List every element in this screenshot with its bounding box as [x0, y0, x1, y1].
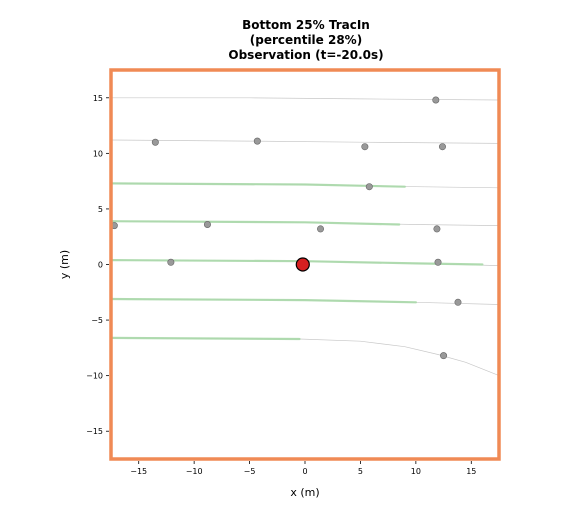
y-axis-ticks: −15 −10 −5 0 5 10 15: [86, 94, 109, 436]
x-axis-ticks: −15 −10 −5 0 5 10 15: [130, 461, 476, 476]
agent-point: [151, 138, 159, 146]
trajectory-path: [109, 336, 301, 341]
chart-title-line-2: (percentile 28%): [249, 33, 363, 47]
agent-point: [365, 183, 373, 191]
x-tick-label: 15: [466, 467, 476, 476]
y-tick-label: 5: [98, 205, 103, 214]
x-tick-label: −10: [186, 467, 203, 476]
x-tick-label: −15: [130, 467, 147, 476]
plot-frame: [109, 68, 501, 461]
y-tick-label: −15: [86, 427, 103, 436]
trajectory-path: [109, 182, 406, 188]
agent-point: [432, 96, 440, 104]
trajectory-path: [109, 259, 484, 266]
lane-lines: [110, 97, 500, 376]
agent-point: [317, 225, 325, 233]
x-tick-label: 5: [358, 467, 363, 476]
agent-point: [434, 258, 442, 266]
y-axis-label: y (m): [58, 250, 71, 279]
agent-point: [454, 298, 462, 306]
y-tick-label: 0: [98, 261, 103, 270]
y-tick-label: −5: [91, 316, 103, 325]
agent-point: [433, 225, 441, 233]
trajectory-path: [109, 220, 401, 226]
chart-title-line-3: Observation (t=-20.0s): [228, 48, 384, 62]
lane-line: [110, 139, 500, 144]
chart-title-line-1: Bottom 25% TracIn: [242, 18, 370, 32]
x-tick-label: 10: [411, 467, 421, 476]
lane-line: [111, 97, 500, 101]
agent-point: [361, 143, 369, 151]
agent-point: [253, 137, 261, 145]
chart-title: Bottom 25% TracIn (percentile 28%) Obser…: [0, 18, 585, 63]
y-tick-label: −10: [86, 372, 103, 381]
agent-point: [440, 352, 448, 360]
x-tick-label: 0: [302, 467, 307, 476]
trajectory-paths: [109, 182, 484, 341]
agent-point: [167, 258, 175, 266]
x-axis-label: x (m): [290, 486, 319, 499]
y-tick-label: 10: [93, 149, 103, 158]
trajectory-path: [109, 297, 417, 304]
y-tick-label: 15: [93, 94, 103, 103]
agent-point: [203, 220, 211, 228]
ego-point: [295, 257, 310, 272]
agent-points: [110, 96, 462, 360]
agent-point: [438, 143, 446, 151]
ego-vehicle: [295, 257, 310, 272]
x-tick-label: −5: [244, 467, 256, 476]
